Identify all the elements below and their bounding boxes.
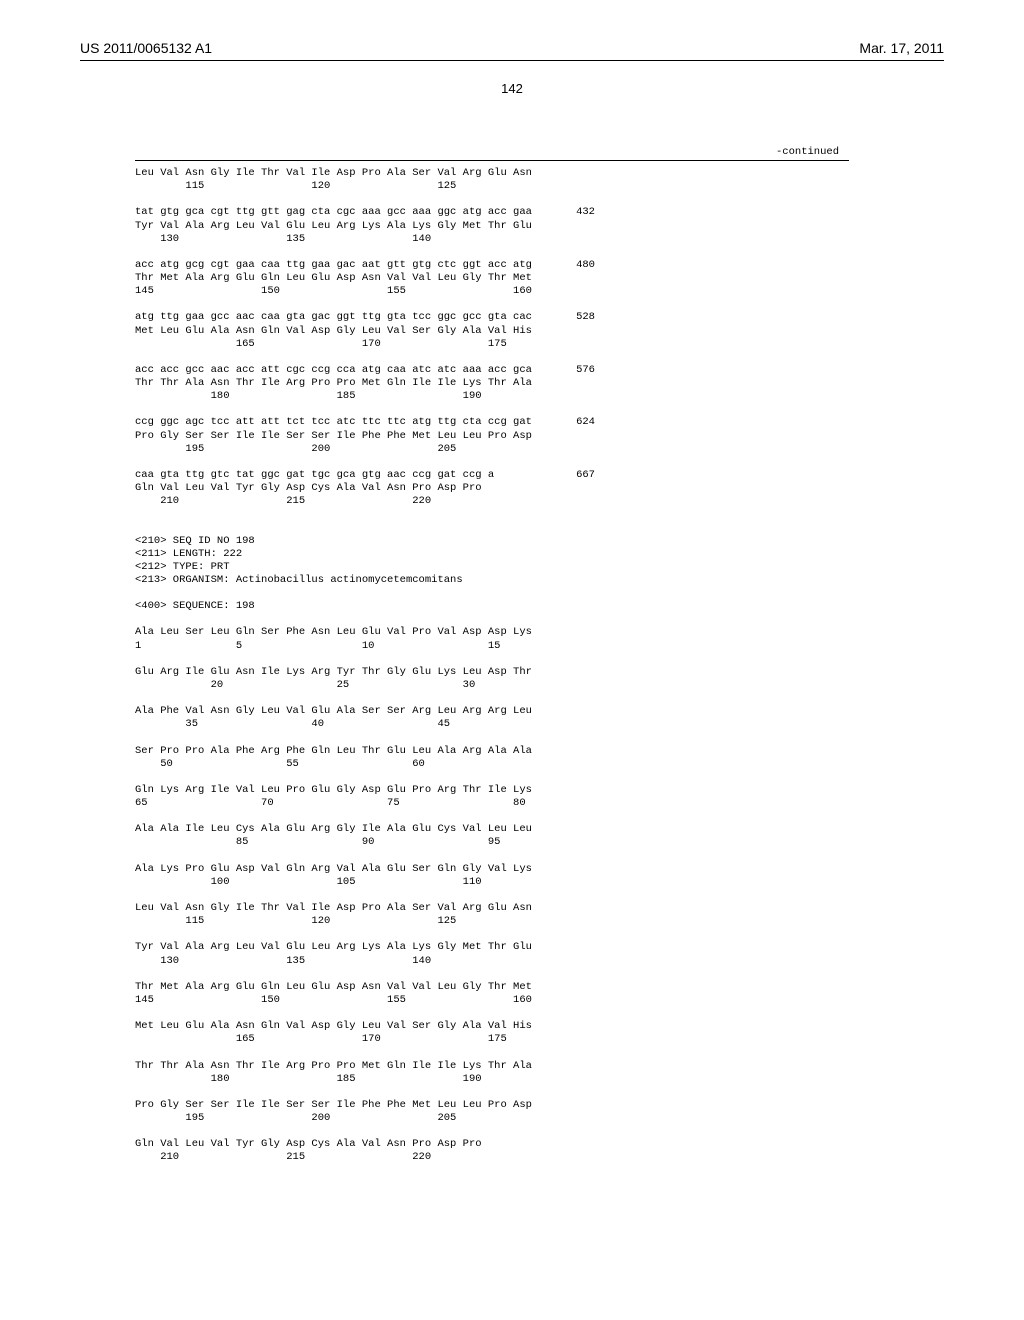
sequence-listing: Leu Val Asn Gly Ile Thr Val Ile Asp Pro … bbox=[135, 167, 944, 1165]
publication-number: US 2011/0065132 A1 bbox=[80, 40, 212, 56]
publication-date: Mar. 17, 2011 bbox=[859, 40, 944, 56]
page-number: 142 bbox=[80, 81, 944, 96]
patent-page: US 2011/0065132 A1 Mar. 17, 2011 142 -co… bbox=[0, 0, 1024, 1320]
continued-label: -continued bbox=[80, 146, 944, 158]
page-header: US 2011/0065132 A1 Mar. 17, 2011 bbox=[80, 40, 944, 56]
header-rule bbox=[80, 60, 944, 61]
sequence-top-rule bbox=[135, 160, 849, 161]
